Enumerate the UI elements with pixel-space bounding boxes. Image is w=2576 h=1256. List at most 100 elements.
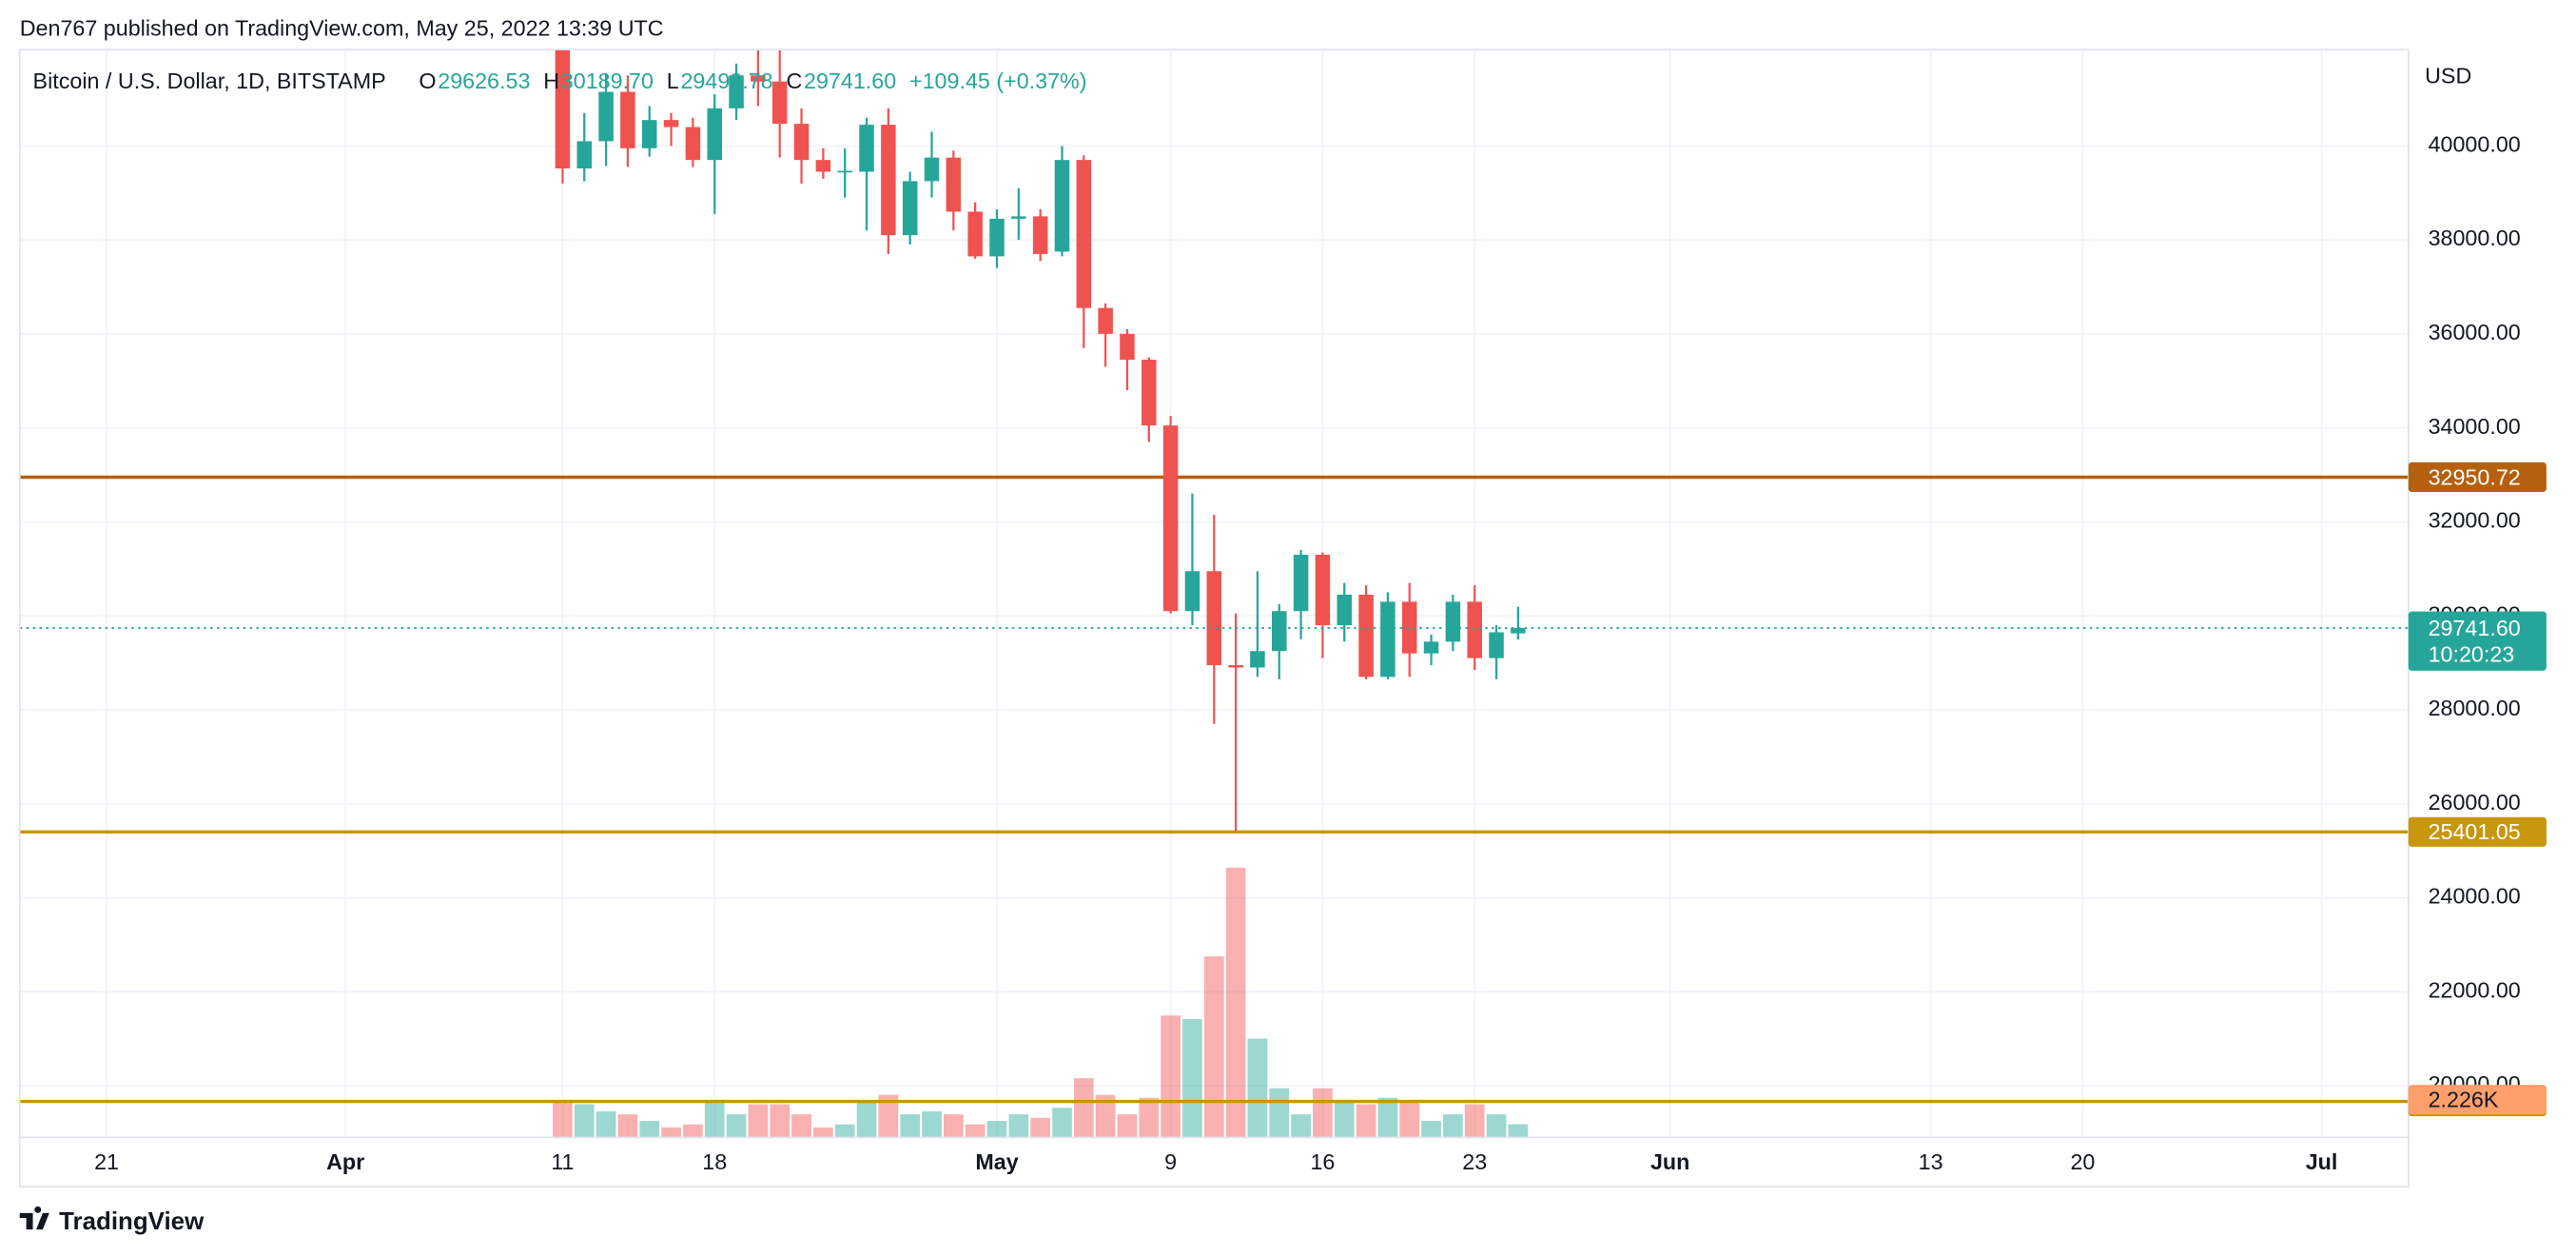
level-label: 25401.05: [2429, 819, 2521, 844]
volume-bar: [1225, 867, 1246, 1138]
brand: TradingView: [59, 1208, 205, 1235]
y-tick-label: 28000.00: [2429, 696, 2521, 720]
y-tick-label: 24000.00: [2429, 884, 2521, 909]
volume-bar: [1313, 1088, 1333, 1138]
volume-bar: [1269, 1088, 1290, 1138]
volume-bar: [834, 1124, 855, 1138]
candle-body: [729, 75, 744, 108]
volume-bar: [900, 1114, 921, 1138]
candle-body: [1293, 554, 1309, 612]
volume-bar: [683, 1124, 703, 1138]
volume-bar: [1095, 1094, 1116, 1138]
volume-bar: [1464, 1104, 1485, 1138]
countdown-label: 10:20:23: [2429, 641, 2515, 666]
candle-body: [576, 141, 593, 169]
x-tick-label: 18: [702, 1149, 727, 1174]
candle-body: [1162, 425, 1179, 612]
candle-body: [1489, 632, 1504, 658]
volume-bar: [922, 1111, 942, 1138]
volume-bar: [574, 1104, 595, 1138]
volume-bar: [813, 1127, 833, 1138]
x-tick-label: 11: [551, 1149, 574, 1174]
candle-body: [771, 81, 788, 125]
volume-bar: [1508, 1124, 1529, 1138]
ohlc-value: 30189.70: [561, 69, 654, 93]
y-tick-label: 26000.00: [2429, 790, 2521, 814]
candle-body: [924, 157, 940, 182]
candle-body: [793, 124, 810, 161]
candle-body: [598, 91, 614, 142]
candle-body: [815, 160, 831, 172]
x-tick-label: 16: [1310, 1149, 1335, 1174]
last-price-label: 29741.60: [2429, 616, 2521, 640]
candle-body: [1184, 571, 1200, 612]
ohlc-value: 29493.78: [680, 69, 772, 93]
volume-label-box: [2408, 1085, 2547, 1115]
volume-bar: [617, 1114, 638, 1138]
x-tick-label: 13: [1919, 1149, 1943, 1174]
x-tick-label: Jun: [1650, 1149, 1689, 1174]
volume-bar: [965, 1124, 986, 1138]
volume-bar: [748, 1104, 769, 1138]
candle-body: [555, 49, 571, 169]
candle-body: [1054, 160, 1070, 252]
volume-bar: [1139, 1097, 1160, 1138]
ohlc-value: 29626.53: [438, 69, 530, 93]
level-label-box: [2408, 461, 2547, 493]
y-axis-label: USD: [2425, 64, 2471, 88]
candle-body: [1250, 651, 1265, 668]
ohlc-key: H: [543, 69, 559, 93]
volume-bar: [1291, 1114, 1311, 1138]
candle-body: [1076, 160, 1092, 308]
volume-bar: [1334, 1101, 1355, 1138]
volume-bar: [1052, 1108, 1072, 1138]
candle-body: [902, 181, 918, 236]
volume-bar: [639, 1120, 660, 1138]
level-label: 32950.72: [2429, 464, 2521, 489]
candle-body: [1445, 601, 1461, 642]
volume-bar: [1073, 1078, 1094, 1138]
candle-body: [1315, 554, 1331, 626]
ohlc-key: C: [786, 69, 802, 93]
candle-body: [1120, 333, 1135, 361]
plot-area: [19, 49, 2409, 1138]
ohlc-key: L: [667, 69, 679, 93]
candle-body: [1337, 594, 1353, 626]
y-tick-label: 38000.00: [2429, 226, 2521, 250]
candle-body: [751, 75, 766, 82]
x-tick-label: Apr: [326, 1149, 364, 1174]
candle-body: [1511, 627, 1526, 634]
candle-body: [881, 125, 896, 236]
x-tick-label: May: [975, 1149, 1018, 1174]
candle-body: [685, 127, 701, 161]
candle-body: [707, 108, 722, 161]
volume-bar: [704, 1101, 725, 1138]
x-tick-label: 23: [1462, 1149, 1487, 1174]
byline: Den767 published on TradingView.com, May…: [20, 16, 664, 41]
candle-body: [1358, 594, 1374, 677]
volume-bar: [1030, 1117, 1051, 1138]
x-tick-label: 9: [1164, 1149, 1177, 1174]
axes: 20000.0022000.0024000.0026000.0028000.00…: [94, 131, 2547, 1174]
candle-body: [1032, 216, 1048, 254]
y-tick-label: 32000.00: [2429, 508, 2521, 533]
volume-bar: [1247, 1038, 1268, 1138]
volume-bar: [1377, 1097, 1398, 1138]
candle-body: [1098, 307, 1113, 334]
y-tick-label: 22000.00: [2429, 977, 2521, 1002]
volume-bar: [726, 1114, 747, 1138]
ohlc-value: 29741.60: [804, 69, 896, 93]
candle-body: [1380, 601, 1395, 677]
volume-bar: [1203, 956, 1224, 1138]
brand-logo: TradingView: [19, 1206, 205, 1235]
x-tick-label: 20: [2070, 1149, 2095, 1174]
candle-body: [989, 218, 1005, 257]
candle-body: [641, 120, 657, 148]
y-tick-label: 36000.00: [2429, 320, 2521, 344]
candle-body: [837, 170, 852, 173]
grid: [19, 49, 2409, 1138]
volume-bar: [943, 1114, 964, 1138]
candle-body: [859, 125, 874, 172]
candle-body: [1401, 601, 1417, 654]
